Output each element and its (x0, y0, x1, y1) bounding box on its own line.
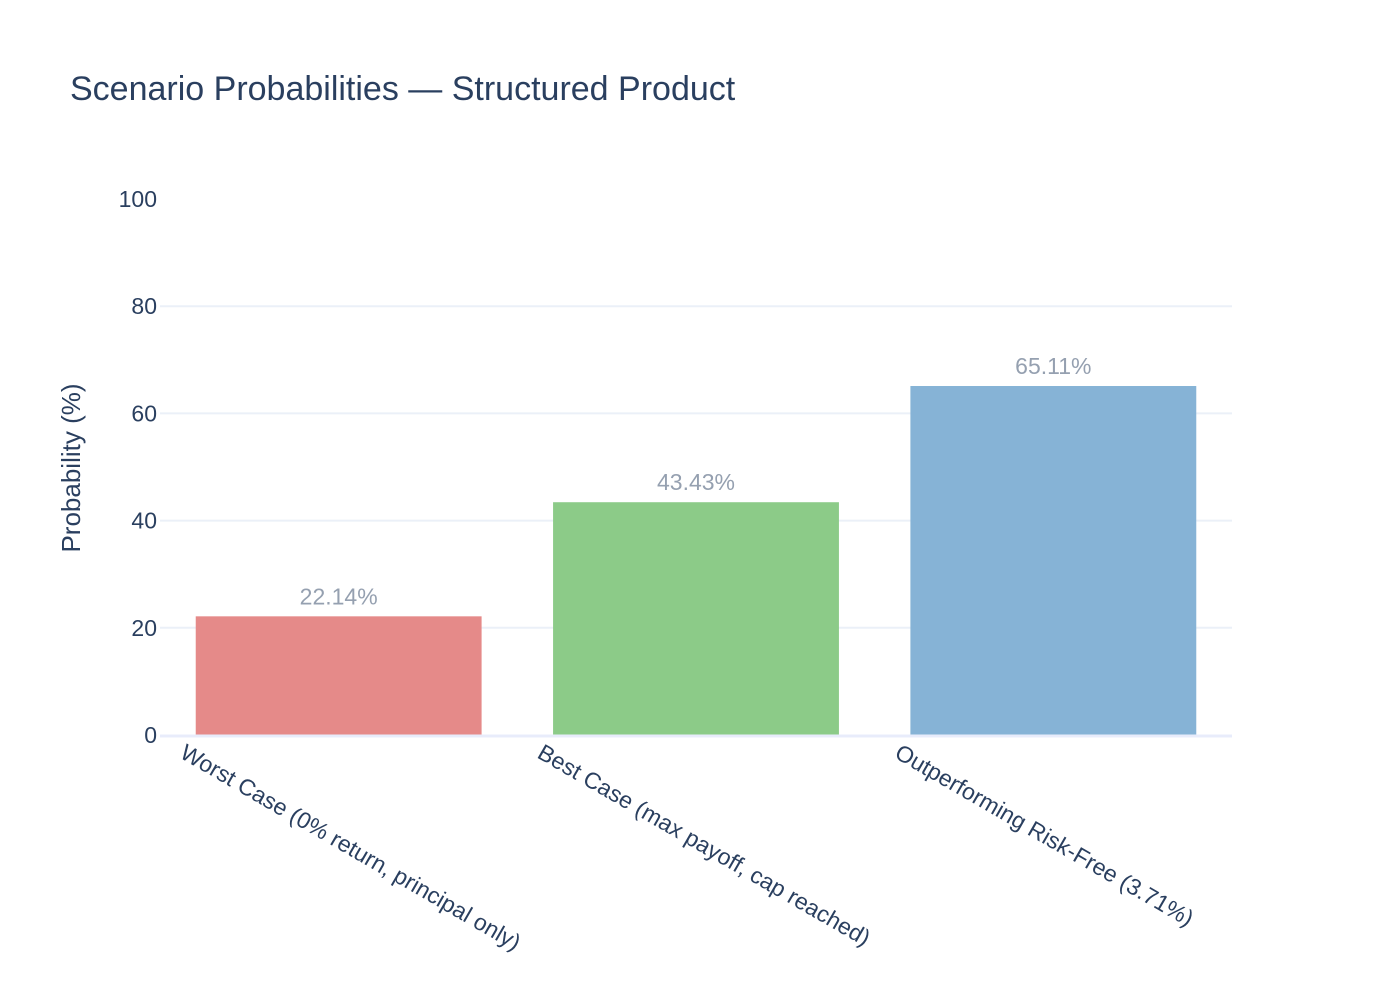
chart-title: Scenario Probabilities — Structured Prod… (70, 70, 736, 108)
y-tick-label: 60 (131, 400, 157, 426)
bar-value-label: 43.43% (657, 469, 735, 495)
bar (195, 616, 482, 735)
bar-value-label: 22.14% (300, 583, 378, 609)
x-tick-label: Outperforming Risk-Free (3.71%) (891, 739, 1198, 932)
y-tick-label: 100 (119, 186, 157, 212)
bars (195, 386, 1197, 735)
x-tick-label: Worst Case (0% return, principal only) (176, 739, 525, 956)
bar-value-label: 65.11% (1015, 353, 1091, 379)
x-axis-ticks: Worst Case (0% return, principal only) Be… (176, 739, 1198, 956)
y-axis-title: Probability (%) (56, 383, 86, 552)
x-tick-label: Best Case (max payoff, cap reached) (534, 739, 875, 951)
y-tick-label: 40 (131, 508, 157, 534)
y-tick-label: 80 (131, 293, 157, 319)
y-tick-label: 20 (131, 615, 157, 641)
bar (910, 386, 1197, 735)
bar (553, 502, 839, 735)
data-labels: 22.14% 43.43% 65.11% (300, 353, 1092, 609)
y-tick-label: 0 (144, 722, 157, 748)
y-axis-ticks: 0 20 40 60 80 100 (119, 186, 157, 748)
